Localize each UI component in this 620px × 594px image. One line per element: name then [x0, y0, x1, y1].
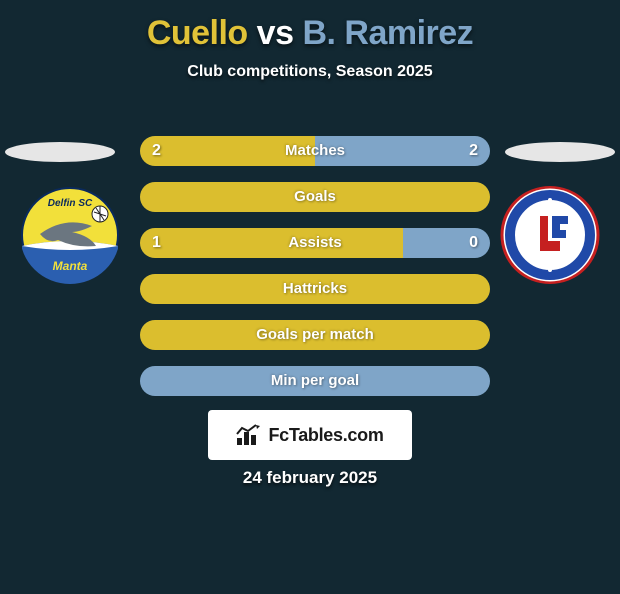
player1-portrait-shadow — [5, 142, 115, 162]
stat-label: Hattricks — [140, 274, 490, 304]
stats-panel: Matches2 2 Goals Assists1 0 Hattricks Goals pe… — [140, 136, 490, 412]
fctables-logo-icon — [236, 424, 262, 446]
svg-text:Delfin SC: Delfin SC — [48, 198, 93, 209]
stat-label: Min per goal — [140, 366, 490, 396]
stat-row: Hattricks — [140, 274, 490, 304]
stat-label: Assists — [140, 228, 490, 258]
fctables-brand[interactable]: FcTables.com — [208, 410, 412, 460]
stat-value-right: 2 — [469, 136, 478, 166]
stat-label: Goals per match — [140, 320, 490, 350]
club-badge-left: Delfin SC Manta — [20, 186, 120, 284]
delfin-sc-icon: Delfin SC Manta — [20, 186, 120, 284]
stat-label: Goals — [140, 182, 490, 212]
stat-row: Assists1 0 — [140, 228, 490, 258]
comparison-title: Cuello vs B. Ramirez — [0, 14, 620, 53]
player2-name: B. Ramirez — [302, 14, 473, 52]
comparison-date: 24 february 2025 — [0, 468, 620, 488]
player2-portrait-shadow — [505, 142, 615, 162]
stat-value-left: 2 — [152, 136, 161, 166]
subtitle: Club competitions, Season 2025 — [0, 63, 620, 81]
stat-label: Matches — [140, 136, 490, 166]
stat-value-left: 1 — [152, 228, 161, 258]
brand-text: FcTables.com — [268, 425, 383, 446]
stat-row: Goals — [140, 182, 490, 212]
svg-text:Manta: Manta — [53, 259, 88, 273]
vs-text: vs — [257, 14, 294, 52]
club-badge-right — [500, 186, 600, 284]
manta-fc-icon — [500, 186, 600, 284]
stat-value-right: 0 — [469, 228, 478, 258]
stat-row: Min per goal — [140, 366, 490, 396]
stat-row: Goals per match — [140, 320, 490, 350]
player1-name: Cuello — [147, 14, 248, 52]
stat-row: Matches2 2 — [140, 136, 490, 166]
